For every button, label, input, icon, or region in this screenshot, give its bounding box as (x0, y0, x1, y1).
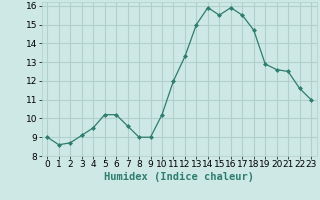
X-axis label: Humidex (Indice chaleur): Humidex (Indice chaleur) (104, 172, 254, 182)
